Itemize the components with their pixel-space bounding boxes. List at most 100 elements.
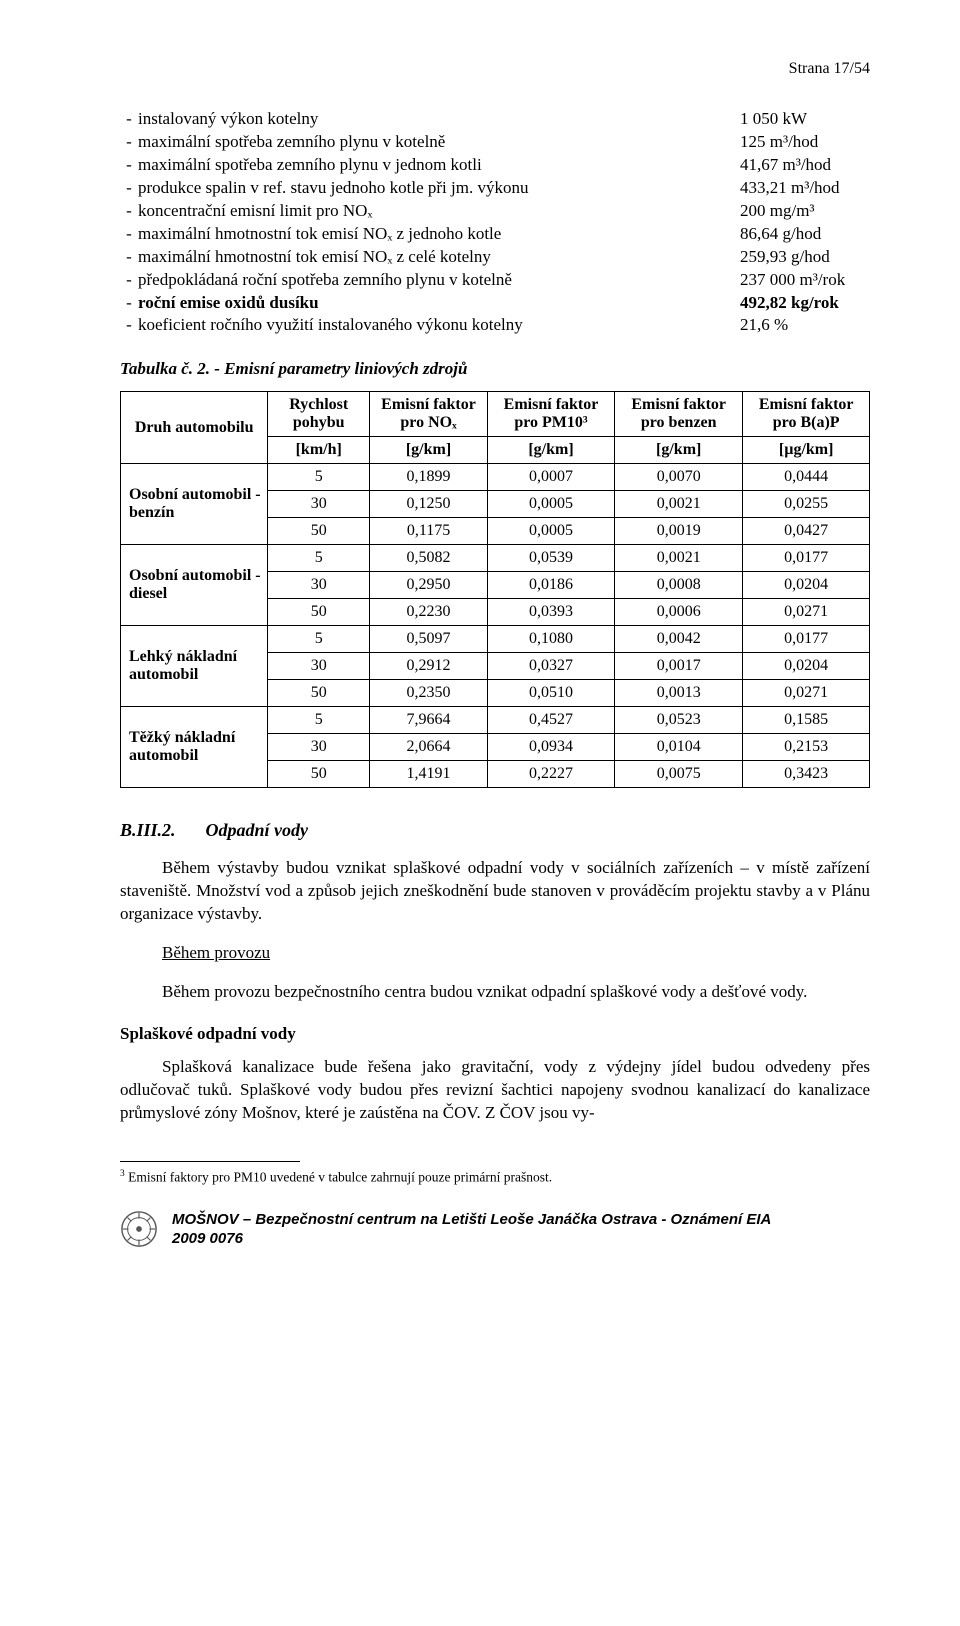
spec-value: 41,67 m³/hod [740, 154, 870, 177]
underline-text: Během provozu [162, 943, 270, 962]
table-cell: 0,0186 [487, 572, 614, 599]
th-bap: Emisní faktor pro B(a)P [743, 392, 870, 437]
dash-icon: - [120, 154, 138, 177]
th-unit-bap: [µg/km] [743, 437, 870, 464]
table-cell: 0,2227 [487, 761, 614, 788]
table-cell: 0,0204 [743, 653, 870, 680]
table-cell: 50 [268, 680, 370, 707]
footnote-separator [120, 1161, 300, 1162]
paragraph-underline: Během provozu [120, 942, 870, 965]
document-page: Strana 17/54 -instalovaný výkon kotelny1… [0, 0, 960, 1289]
table-caption: Tabulka č. 2. - Emisní parametry liniový… [120, 359, 870, 379]
footnote: 3 Emisní faktory pro PM10 uvedené v tabu… [120, 1168, 870, 1186]
dash-icon: - [120, 246, 138, 269]
footer-line1: MOŠNOV – Bezpečnostní centrum na Letišti… [172, 1210, 771, 1230]
dash-icon: - [120, 269, 138, 292]
table-cell: 0,0177 [743, 545, 870, 572]
spec-label: maximální hmotnostní tok emisí NOₓ z jed… [138, 223, 740, 246]
table-cell: 0,0017 [615, 653, 743, 680]
spec-label: maximální spotřeba zemního plynu v kotel… [138, 131, 740, 154]
table-cell: 0,0008 [615, 572, 743, 599]
dash-icon: - [120, 108, 138, 131]
spec-label: instalovaný výkon kotelny [138, 108, 740, 131]
spec-row: -maximální hmotnostní tok emisí NOₓ z ce… [120, 246, 870, 269]
table-cell: 50 [268, 761, 370, 788]
paragraph: Splašková kanalizace bude řešena jako gr… [120, 1056, 870, 1125]
spec-value: 86,64 g/hod [740, 223, 870, 246]
table-cell: 0,0934 [487, 734, 614, 761]
dash-icon: - [120, 177, 138, 200]
table-cell: 0,0427 [743, 518, 870, 545]
table-cell: 0,0204 [743, 572, 870, 599]
table-cell: 0,1080 [487, 626, 614, 653]
table-cell: 0,0007 [487, 464, 614, 491]
section-heading: B.III.2. Odpadní vody [120, 820, 870, 841]
spec-label: předpokládaná roční spotřeba zemního ply… [138, 269, 740, 292]
table-cell: 0,1899 [370, 464, 488, 491]
table-cell: 0,0005 [487, 491, 614, 518]
spec-label: roční emise oxidů dusíku [138, 292, 740, 315]
footer-text: MOŠNOV – Bezpečnostní centrum na Letišti… [172, 1210, 771, 1249]
spec-value: 125 m³/hod [740, 131, 870, 154]
table-cell: 0,0271 [743, 599, 870, 626]
table-cell: 0,0255 [743, 491, 870, 518]
table-cell: 0,0539 [487, 545, 614, 572]
dash-icon: - [120, 223, 138, 246]
th-unit-pm10: [g/km] [487, 437, 614, 464]
th-nox: Emisní faktor pro NOₓ [370, 392, 488, 437]
table-cell: 30 [268, 734, 370, 761]
table-cell: 0,2153 [743, 734, 870, 761]
th-unit-speed: [km/h] [268, 437, 370, 464]
footnote-text: Emisní faktory pro PM10 uvedené v tabulc… [128, 1169, 552, 1184]
table-cell: 0,0013 [615, 680, 743, 707]
spec-row: -maximální spotřeba zemního plynu v kote… [120, 131, 870, 154]
spec-value: 237 000 m³/rok [740, 269, 870, 292]
emission-table: Druh automobilu Rychlost pohybu Emisní f… [120, 391, 870, 788]
table-row: Těžký nákladní automobil57,96640,45270,0… [121, 707, 870, 734]
th-unit-nox: [g/km] [370, 437, 488, 464]
table-cell: 5 [268, 545, 370, 572]
footnote-marker: 3 [120, 1169, 125, 1179]
table-cell: 0,0393 [487, 599, 614, 626]
spec-value: 21,6 % [740, 314, 870, 337]
table-row: Osobní automobil - benzín50,18990,00070,… [121, 464, 870, 491]
dash-icon: - [120, 314, 138, 337]
th-speed: Rychlost pohybu [268, 392, 370, 437]
table-cell: 0,2950 [370, 572, 488, 599]
paragraph: Během výstavby budou vznikat splaškové o… [120, 857, 870, 926]
spec-row: -produkce spalin v ref. stavu jednoho ko… [120, 177, 870, 200]
th-unit-benzen: [g/km] [615, 437, 743, 464]
table-cell: 0,0510 [487, 680, 614, 707]
table-cell: 30 [268, 653, 370, 680]
spec-label: maximální spotřeba zemního plynu v jedno… [138, 154, 740, 177]
spec-label: produkce spalin v ref. stavu jednoho kot… [138, 177, 740, 200]
table-cell: 0,0523 [615, 707, 743, 734]
spec-label: koeficient ročního využití instalovaného… [138, 314, 740, 337]
row-group-header: Osobní automobil - benzín [121, 464, 268, 545]
table-cell: 0,0006 [615, 599, 743, 626]
logo-icon [120, 1210, 158, 1248]
row-group-header: Lehký nákladní automobil [121, 626, 268, 707]
section-title: Odpadní vody [206, 820, 309, 841]
table-cell: 0,0271 [743, 680, 870, 707]
table-cell: 50 [268, 599, 370, 626]
table-cell: 0,0021 [615, 491, 743, 518]
table-cell: 0,0444 [743, 464, 870, 491]
spec-row: -maximální spotřeba zemního plynu v jedn… [120, 154, 870, 177]
table-cell: 0,0019 [615, 518, 743, 545]
table-cell: 5 [268, 626, 370, 653]
table-cell: 5 [268, 707, 370, 734]
table-cell: 0,0104 [615, 734, 743, 761]
table-cell: 7,9664 [370, 707, 488, 734]
page-number: Strana 17/54 [120, 60, 870, 78]
table-cell: 0,0177 [743, 626, 870, 653]
footer-line2: 2009 0076 [172, 1229, 771, 1249]
section-number: B.III.2. [120, 820, 176, 841]
spec-value: 492,82 kg/rok [740, 292, 870, 315]
table-cell: 30 [268, 572, 370, 599]
spec-row: -koncentrační emisní limit pro NOₓ200 mg… [120, 200, 870, 223]
spec-row: -instalovaný výkon kotelny1 050 kW [120, 108, 870, 131]
table-cell: 0,0327 [487, 653, 614, 680]
table-cell: 0,0005 [487, 518, 614, 545]
table-cell: 5 [268, 464, 370, 491]
